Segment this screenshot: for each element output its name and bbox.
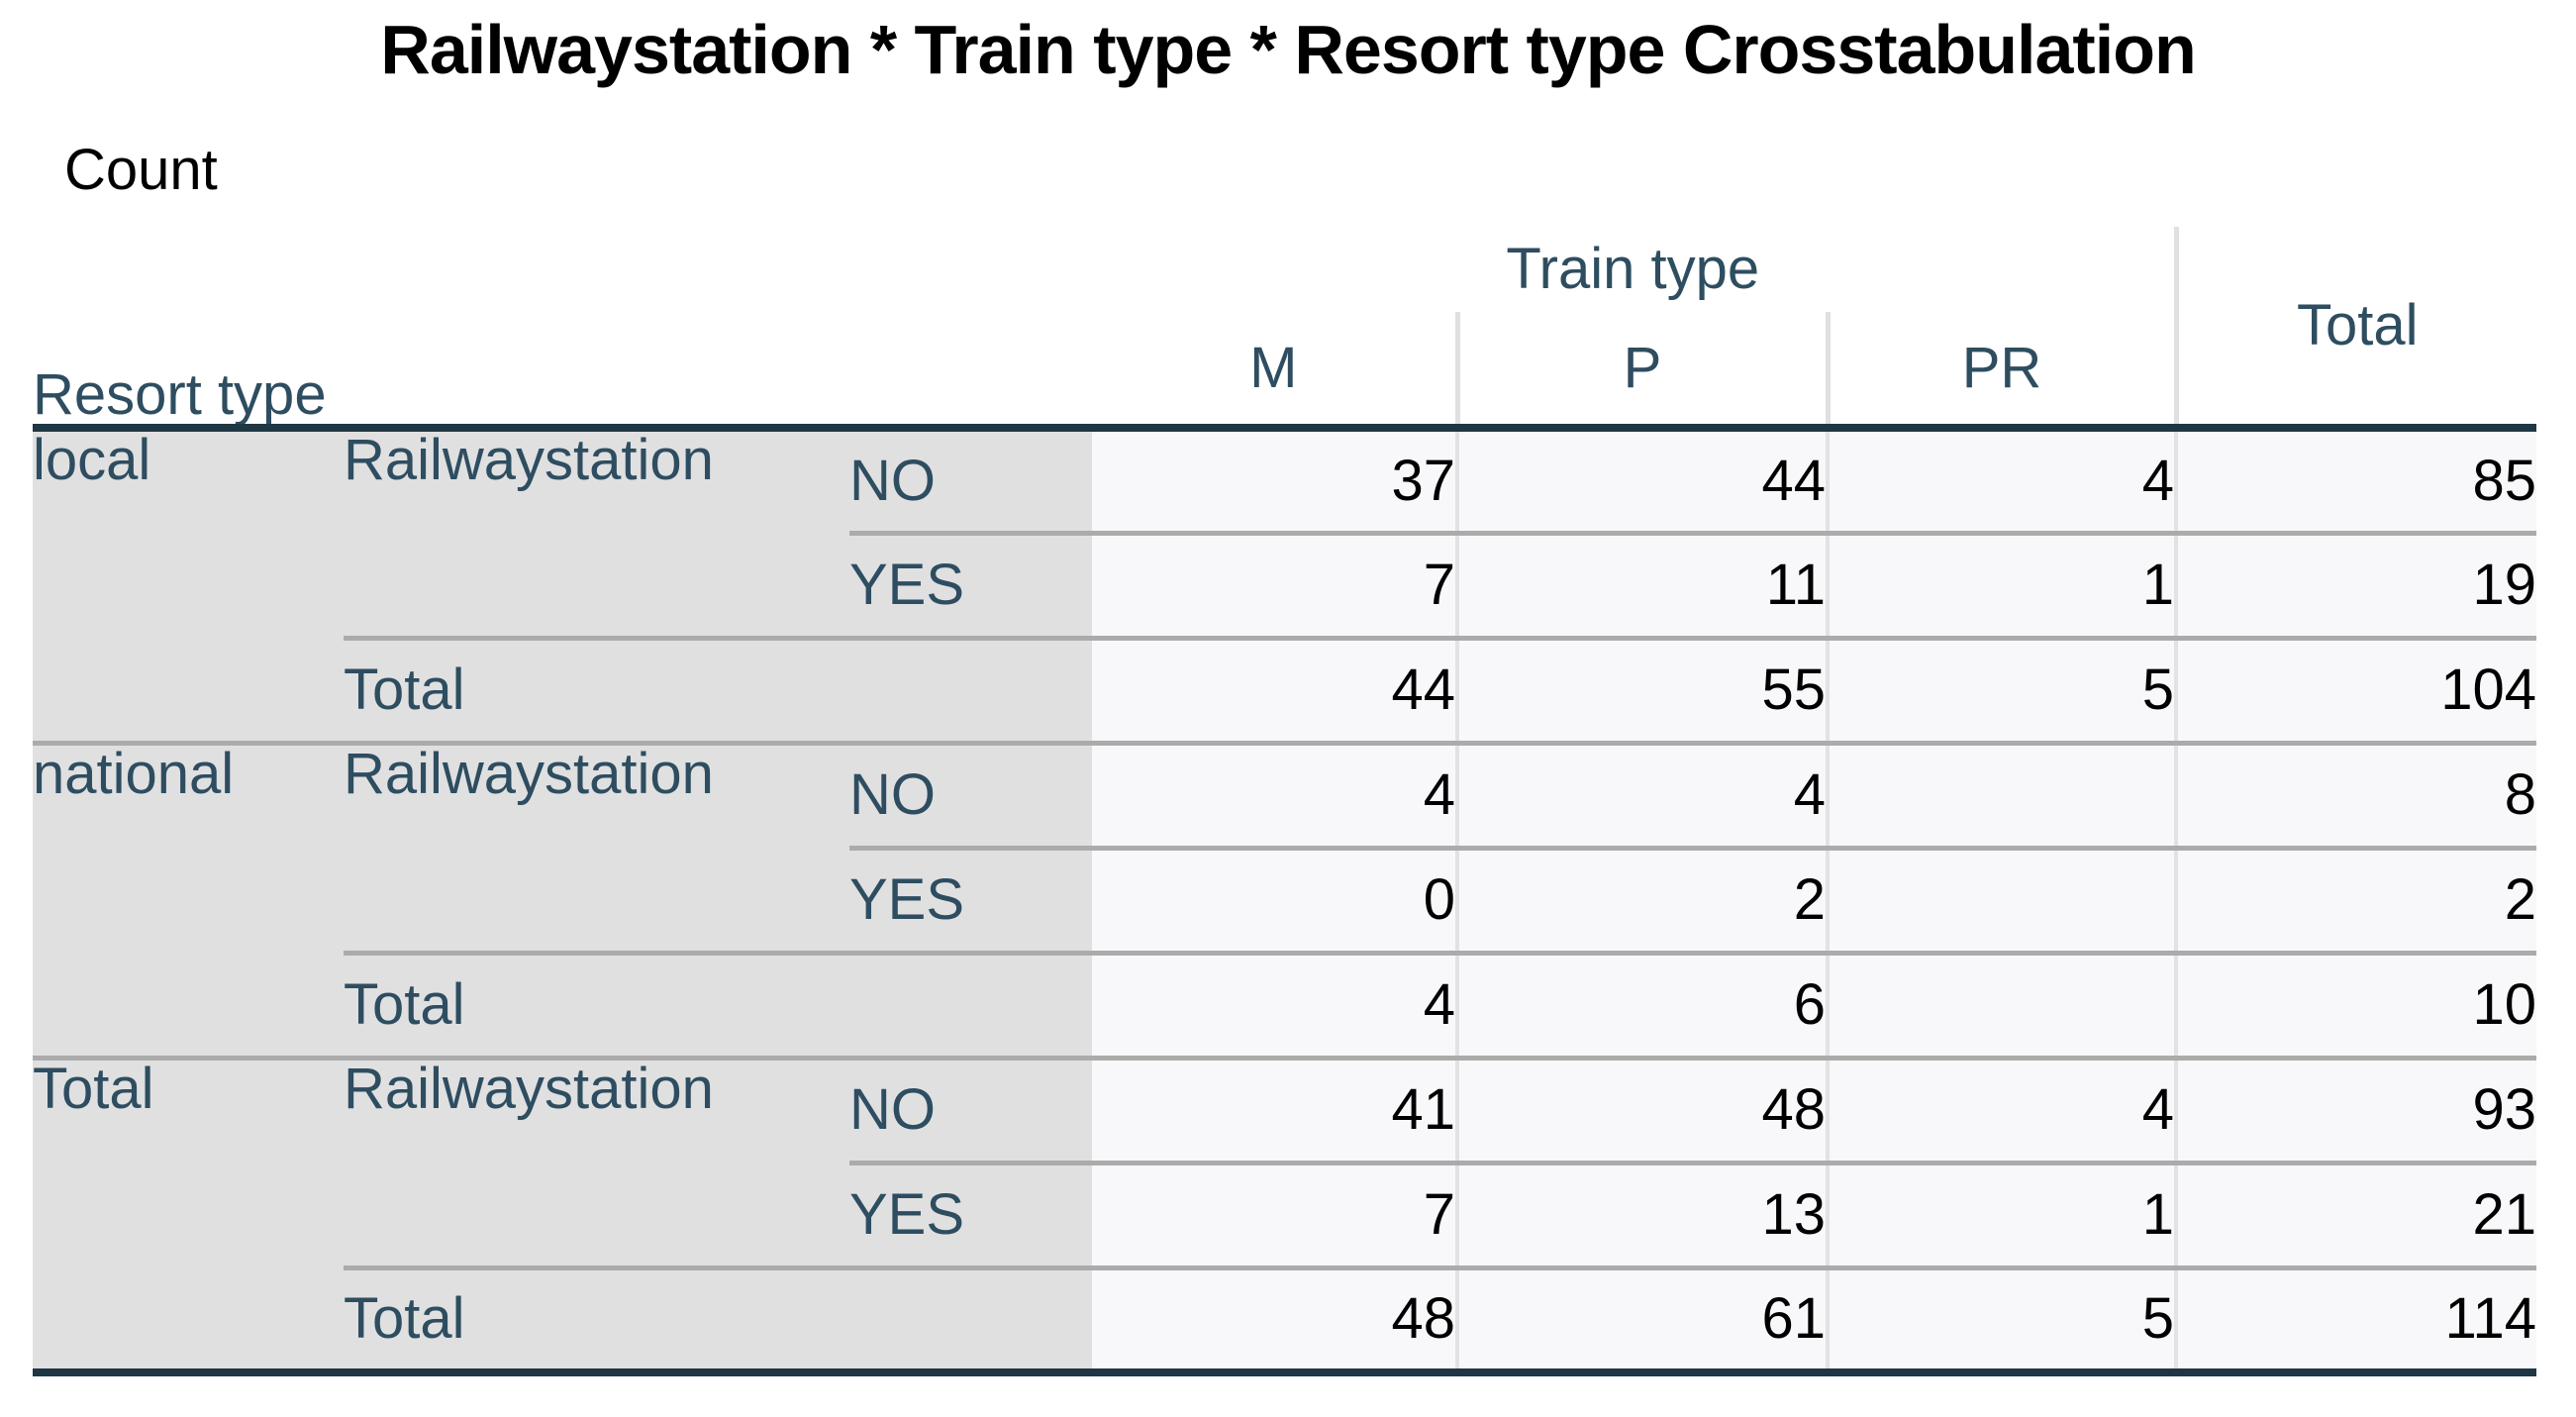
table-row: national Railwaystation NO 4 4 8 (33, 740, 2536, 1058)
row-label-no: NO (849, 1055, 1092, 1163)
col-header-total: Total (2173, 227, 2536, 432)
column-group-header-train-type: Train type (1092, 227, 2176, 312)
row-group-label-local: local (33, 428, 344, 743)
row-group-label-national: national (33, 740, 344, 1058)
cell-national-total-m: 4 (1092, 950, 1457, 1058)
row-dim-label: Railwaystation (344, 428, 849, 638)
row-group-label-total: Total (33, 1055, 344, 1372)
table-row: Total Railwaystation NO 41 48 4 93 (33, 1055, 2536, 1372)
cell-total-total-total: 114 (2174, 1265, 2536, 1372)
cell-local-no-m: 37 (1092, 428, 1457, 533)
cell-total-yes-p: 13 (1455, 1160, 1828, 1267)
cell-total-yes-m: 7 (1092, 1160, 1457, 1267)
cell-national-yes-p: 2 (1455, 845, 1828, 953)
table-row: YES 0 2 2 (33, 845, 2536, 953)
table-row: local Railwaystation NO 37 44 4 85 (33, 428, 2536, 743)
row-label-yes: YES (849, 845, 1092, 953)
crosstab-title: Railwaystation * Train type * Resort typ… (380, 11, 2196, 88)
row-dim-label: Railwaystation (344, 740, 849, 953)
cell-national-total-total: 10 (2174, 950, 2536, 1058)
cell-local-yes-pr: 1 (1826, 530, 2176, 638)
row-label-no: NO (849, 428, 1092, 533)
cell-national-no-p: 4 (1455, 740, 1828, 848)
cell-total-no-p: 48 (1455, 1055, 1828, 1163)
table-row: YES 7 13 1 21 (33, 1160, 2536, 1267)
table-row: Total 44 55 5 104 (33, 635, 2536, 743)
row-subtotal-label: Total (344, 635, 1092, 743)
row-subtotal-label: Total (344, 950, 1092, 1058)
measure-label: Count (64, 138, 218, 202)
cell-local-no-total: 85 (2174, 428, 2536, 533)
cell-national-yes-pr (1826, 845, 2176, 953)
cell-total-total-m: 48 (1092, 1265, 1457, 1372)
row-label-yes: YES (849, 530, 1092, 638)
cell-national-no-total: 8 (2174, 740, 2536, 848)
cell-total-total-pr: 5 (1826, 1265, 2176, 1372)
row-label-no: NO (849, 740, 1092, 848)
col-header-p: P (1454, 312, 1828, 432)
row-subtotal-label: Total (344, 1265, 1092, 1372)
cell-local-yes-p: 11 (1455, 530, 1828, 638)
cell-total-yes-pr: 1 (1826, 1160, 2176, 1267)
cell-national-total-p: 6 (1455, 950, 1828, 1058)
cell-total-yes-total: 21 (2174, 1160, 2536, 1267)
cell-national-no-m: 4 (1092, 740, 1457, 848)
cell-national-yes-m: 0 (1092, 845, 1457, 953)
cell-local-total-p: 55 (1455, 635, 1828, 743)
cell-total-no-total: 93 (2174, 1055, 2536, 1163)
cell-local-yes-m: 7 (1092, 530, 1457, 638)
cell-local-total-m: 44 (1092, 635, 1457, 743)
cell-local-no-p: 44 (1455, 428, 1828, 533)
table-row: Total 48 61 5 114 (33, 1265, 2536, 1372)
cell-local-yes-total: 19 (2174, 530, 2536, 638)
table-row: YES 7 11 1 19 (33, 530, 2536, 638)
cell-national-yes-total: 2 (2174, 845, 2536, 953)
cell-national-total-pr (1826, 950, 2176, 1058)
cell-local-total-total: 104 (2174, 635, 2536, 743)
cell-local-no-pr: 4 (1826, 428, 2176, 533)
crosstab-table: Resort type Train type Total M P PR loca… (33, 227, 2536, 1376)
cell-total-no-pr: 4 (1826, 1055, 2176, 1163)
col-header-pr: PR (1825, 312, 2176, 432)
row-label-yes: YES (849, 1160, 1092, 1267)
table-row: Total 4 6 10 (33, 950, 2536, 1058)
stub-header-resort-type: Resort type (33, 227, 1092, 432)
cell-total-total-p: 61 (1455, 1265, 1828, 1372)
row-dim-label: Railwaystation (344, 1055, 849, 1267)
cell-total-no-m: 41 (1092, 1055, 1457, 1163)
cell-local-total-pr: 5 (1826, 635, 2176, 743)
col-header-m: M (1092, 312, 1457, 432)
cell-national-no-pr (1826, 740, 2176, 848)
